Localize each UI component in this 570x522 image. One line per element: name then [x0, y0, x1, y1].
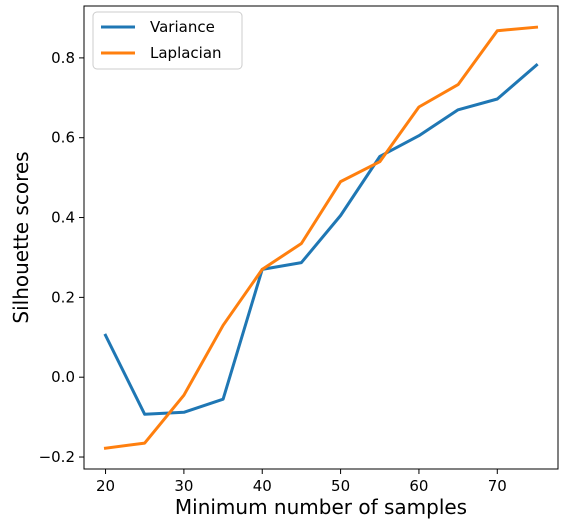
y-tick-label: 0.4: [51, 209, 75, 227]
legend: Variance Laplacian: [92, 11, 243, 70]
plot-frame: [83, 5, 559, 470]
x-tick-label: 20: [96, 477, 115, 495]
legend-label-variance: Variance: [150, 18, 215, 36]
y-tick-label: 0.8: [51, 49, 75, 67]
x-tick-label: 50: [331, 477, 350, 495]
x-axis-label: Minimum number of samples: [175, 495, 467, 519]
x-tick-label: 30: [174, 477, 193, 495]
series-line-laplacian: [103, 25, 539, 450]
y-axis-ticks: −0.2 0.0 0.2 0.4 0.6 0.8: [39, 49, 84, 466]
y-tick-label: 0.0: [51, 368, 75, 386]
y-axis-label: Silhouette scores: [9, 151, 33, 323]
x-axis-ticks: 20 30 40 50 60 70: [96, 469, 507, 495]
y-tick-label: 0.2: [51, 288, 75, 306]
series-line-variance: [103, 62, 539, 416]
series-layer: [103, 25, 539, 450]
y-tick-label: −0.2: [39, 448, 75, 466]
x-tick-label: 40: [253, 477, 272, 495]
x-tick-label: 70: [488, 477, 507, 495]
y-tick-label: 0.6: [51, 129, 75, 147]
x-tick-label: 60: [409, 477, 428, 495]
legend-label-laplacian: Laplacian: [150, 44, 222, 62]
